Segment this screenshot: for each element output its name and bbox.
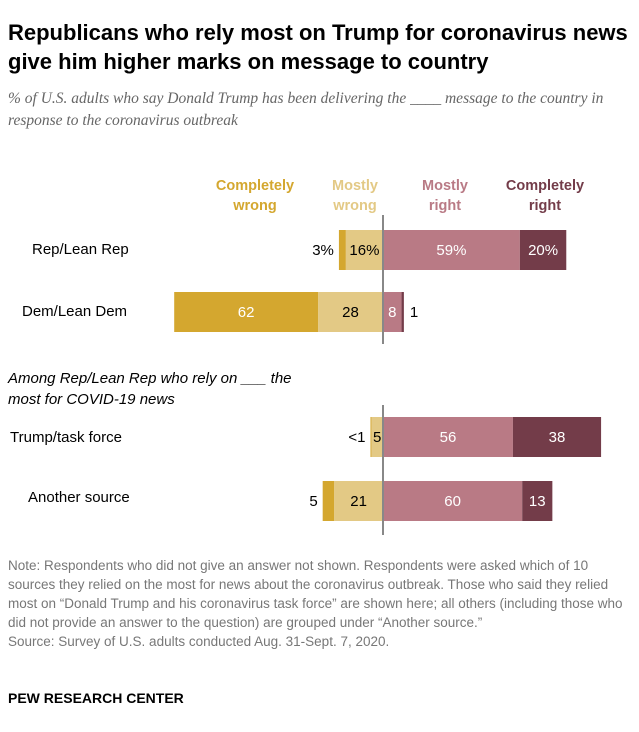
legend-completely-wrong: Completely wrong — [215, 178, 295, 214]
bar-mostly-right — [383, 417, 513, 457]
data-label: 5 — [309, 493, 317, 510]
bar-completely-wrong — [174, 292, 319, 332]
data-label: 28 — [342, 304, 359, 321]
data-label: 21 — [350, 493, 367, 510]
bar-mostly-wrong — [334, 481, 383, 521]
row-label: Trump/task force — [10, 429, 122, 446]
data-label: 56 — [440, 429, 457, 446]
bar-completely-wrong — [338, 230, 346, 270]
data-label: 13 — [529, 493, 546, 510]
data-label: 20% — [528, 242, 558, 259]
bar-mostly-wrong — [345, 230, 383, 270]
bar-completely-wrong — [370, 417, 372, 457]
bar-completely-right — [512, 417, 602, 457]
row-label: Rep/Lean Rep — [32, 241, 129, 258]
data-label: 38 — [549, 429, 566, 446]
bar-mostly-right — [383, 230, 520, 270]
bar-completely-right — [519, 230, 567, 270]
bar-completely-right — [522, 481, 553, 521]
bar-completely-wrong — [322, 481, 335, 521]
data-label: 1 — [410, 304, 418, 321]
section-label: Among Rep/Lean Rep who rely on ___ the mo… — [8, 370, 292, 408]
bar-mostly-right — [383, 292, 402, 332]
bar-completely-right — [401, 292, 404, 332]
data-label: 16% — [349, 242, 379, 259]
note: Note: Respondents who did not give an an… — [8, 558, 623, 649]
chart-title: Republicans who rely most on Trump for c… — [8, 20, 628, 74]
row-label: Another source — [28, 489, 130, 506]
chart-subtitle: % of U.S. adults who say Donald Trump ha… — [8, 90, 604, 129]
data-label: 3% — [312, 242, 334, 259]
data-label: <1 — [348, 429, 365, 446]
legend-mostly-wrong: Mostly wrong — [332, 178, 378, 214]
row-label: Dem/Lean Dem — [22, 303, 128, 320]
legend-mostly-right: Mostly right — [422, 178, 468, 214]
bar-mostly-wrong — [318, 292, 383, 332]
brand-logo-text: PEW RESEARCH CENTER — [8, 690, 184, 706]
data-label: 8 — [388, 304, 396, 321]
data-label: 59% — [436, 242, 466, 259]
legend-completely-right: Completely right — [505, 178, 585, 214]
bar-mostly-wrong — [371, 417, 383, 457]
bar-mostly-right — [383, 481, 523, 521]
data-label: 5 — [373, 429, 381, 446]
data-label: 60 — [444, 493, 461, 510]
data-label: 62 — [238, 304, 255, 321]
